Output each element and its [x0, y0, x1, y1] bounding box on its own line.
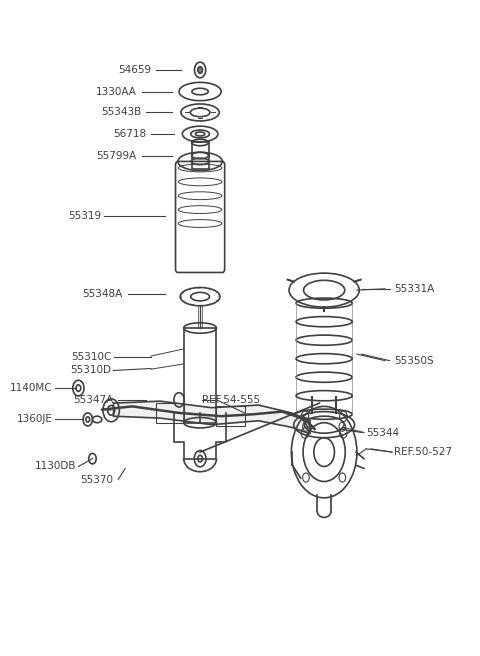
Text: 55799A: 55799A: [96, 150, 137, 161]
Text: 55347A: 55347A: [73, 395, 113, 405]
Text: 1360JE: 1360JE: [17, 415, 53, 424]
Text: 1130DB: 1130DB: [35, 461, 76, 472]
Text: 55310C: 55310C: [71, 352, 111, 362]
Text: 54659: 54659: [118, 65, 151, 75]
Text: 1330AA: 1330AA: [96, 87, 137, 96]
Text: 55331A: 55331A: [395, 284, 434, 294]
Text: REF.50-527: REF.50-527: [395, 447, 452, 457]
Text: 1140MC: 1140MC: [10, 383, 53, 393]
Text: REF.54-555: REF.54-555: [203, 395, 261, 405]
Circle shape: [198, 67, 203, 73]
Bar: [216, 406, 245, 426]
Polygon shape: [113, 401, 310, 434]
Text: 56718: 56718: [113, 129, 146, 139]
Text: 55319: 55319: [69, 211, 102, 220]
Text: 55348A: 55348A: [83, 289, 123, 299]
Bar: [156, 403, 184, 422]
Text: 55344: 55344: [366, 428, 399, 438]
Bar: [184, 328, 216, 422]
Text: 55370: 55370: [81, 474, 113, 485]
Text: 55343B: 55343B: [101, 108, 142, 117]
Bar: [192, 142, 208, 169]
Text: 55310D: 55310D: [70, 365, 111, 375]
Text: 55350S: 55350S: [395, 356, 434, 365]
